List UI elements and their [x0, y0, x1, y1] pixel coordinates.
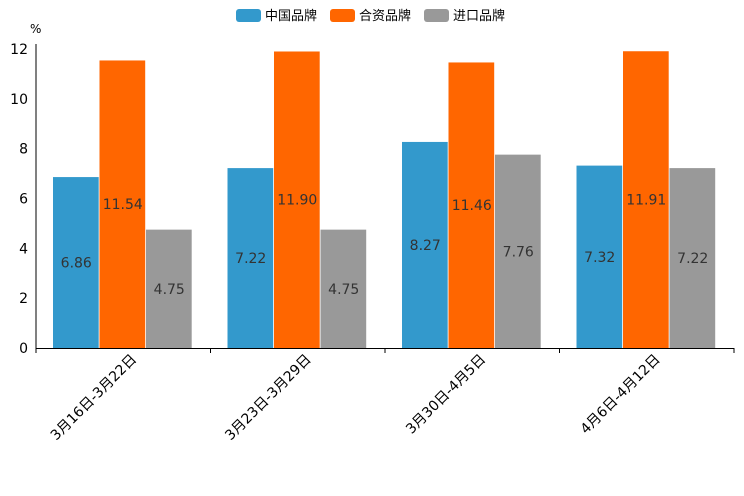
data-label-1-1: 6.86 — [61, 256, 92, 272]
bar-2-4 — [623, 51, 669, 349]
data-label-1-4: 7.32 — [584, 250, 615, 266]
data-label-3-2: 4.75 — [328, 282, 359, 298]
bar-2-3 — [448, 62, 495, 349]
bars — [53, 51, 716, 349]
y-tick-label: 12 — [10, 42, 28, 58]
bar-3-3 — [495, 154, 541, 348]
y-tick-label: 8 — [19, 142, 28, 158]
bar-2-1 — [99, 60, 146, 348]
data-label-3-4: 7.22 — [677, 251, 708, 267]
data-label-3-1: 4.75 — [154, 282, 185, 298]
legend-swatch-1 — [236, 9, 261, 22]
data-labels: 6.86 11.54 4.75 7.22 11.90 4.75 8.27 11.46 7.76 7… — [61, 193, 709, 298]
legend-swatch-3 — [424, 9, 449, 22]
y-tick-label: 10 — [10, 92, 28, 108]
data-label-1-3: 8.27 — [410, 238, 441, 254]
data-label-2-1: 11.54 — [103, 197, 143, 213]
data-label-1-2: 7.22 — [235, 251, 266, 267]
bar-1-1 — [53, 177, 99, 348]
x-tick-label-2: 3月23日-3月29日 — [222, 352, 314, 444]
data-label-2-3: 11.46 — [452, 198, 492, 214]
legend-label-1: 中国品牌 — [265, 8, 317, 24]
x-tick-label-1: 3月16日-3月22日 — [48, 352, 140, 444]
y-tick-label: 4 — [19, 241, 28, 257]
bar-3-4 — [669, 168, 716, 348]
legend-label-3: 进口品牌 — [453, 8, 505, 24]
legend: 中国品牌 合资品牌 进口品牌 — [236, 8, 505, 24]
y-tick-label: 2 — [19, 291, 28, 307]
bar-1-4 — [576, 165, 623, 348]
y-tick-label: 6 — [19, 192, 28, 208]
legend-swatch-2 — [330, 9, 355, 22]
bar-3-1 — [146, 229, 192, 348]
y-tick-label: 0 — [19, 341, 28, 357]
bar-3-2 — [320, 229, 367, 348]
bar-1-3 — [402, 141, 448, 348]
legend-label-2: 合资品牌 — [359, 8, 411, 24]
y-axis: 0 2 4 6 8 10 12 — [10, 42, 37, 357]
y-axis-unit-label: % — [30, 22, 41, 36]
data-label-2-2: 11.90 — [277, 193, 317, 209]
x-tick-label-4: 4月6日-4月12日 — [578, 352, 664, 438]
bar-1-2 — [227, 168, 274, 348]
data-label-3-3: 7.76 — [503, 244, 534, 260]
data-label-2-4: 11.91 — [626, 193, 666, 209]
bar-2-2 — [274, 51, 320, 348]
x-tick-label-3: 3月30日-4月5日 — [403, 352, 489, 438]
x-axis: 3月16日-3月22日 3月23日-3月29日 3月30日-4月5日 4月6日-4月1… — [35, 348, 735, 444]
